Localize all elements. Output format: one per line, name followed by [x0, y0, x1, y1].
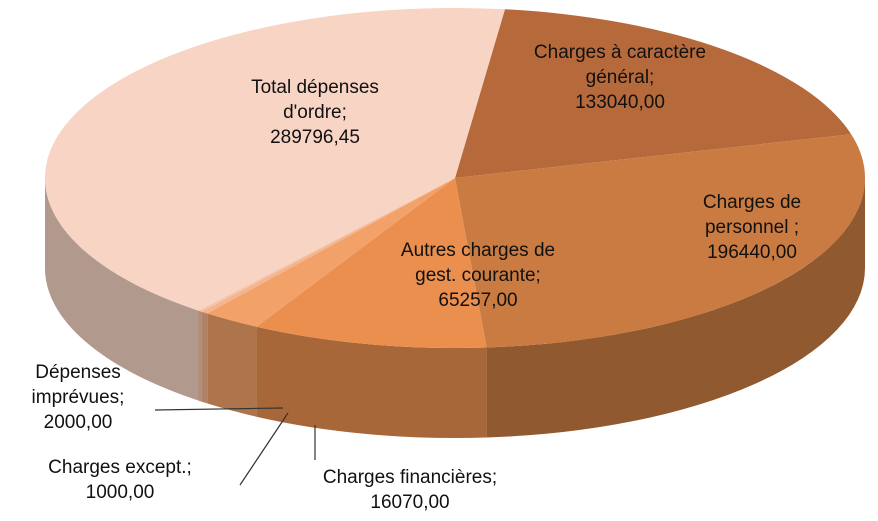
pie-side	[198, 310, 202, 402]
data-label: Charges except.; 1000,00	[20, 455, 220, 505]
label-value: 133040,00	[575, 92, 665, 113]
pie-side	[256, 326, 487, 439]
label-category: Charges de personnel ;	[702, 192, 802, 238]
pie-side	[201, 311, 208, 404]
label-value: 2000,00	[43, 412, 113, 433]
pie-slice	[198, 178, 455, 312]
data-label: Charges à caractère général; 133040,00	[520, 40, 720, 115]
label-category: Charges financières;	[322, 467, 498, 488]
pie-side	[45, 178, 199, 401]
pie-slice	[455, 9, 852, 179]
label-value: 16070,00	[370, 492, 450, 513]
pie-slice	[44, 7, 505, 311]
data-label: Autres charges de gest. courante; 65257,0…	[393, 238, 563, 313]
leader-line	[239, 412, 289, 486]
data-label: Charges financières; 16070,00	[280, 465, 540, 515]
pie-side	[486, 178, 865, 438]
leader-line	[154, 407, 284, 411]
label-value: 196440,00	[707, 242, 797, 263]
label-value: 65257,00	[438, 290, 518, 311]
pie-slice	[455, 134, 865, 348]
label-category: Total dépenses d'ordre;	[251, 77, 379, 123]
label-value: 289796,45	[270, 127, 360, 148]
label-category: Charges except.;	[48, 457, 192, 478]
pie-side	[207, 313, 257, 417]
pie-slice	[207, 178, 455, 327]
label-category: Dépenses imprévues;	[31, 362, 125, 408]
data-label: Dépenses imprévues; 2000,00	[3, 360, 153, 435]
label-category: Charges à caractère général;	[533, 42, 707, 88]
data-label: Charges de personnel ; 196440,00	[677, 190, 827, 265]
data-label: Total dépenses d'ordre; 289796,45	[220, 75, 410, 150]
pie-slice	[201, 178, 455, 314]
label-category: Autres charges de gest. courante;	[400, 240, 556, 286]
label-value: 1000,00	[85, 482, 155, 503]
pie-slice	[256, 178, 487, 348]
